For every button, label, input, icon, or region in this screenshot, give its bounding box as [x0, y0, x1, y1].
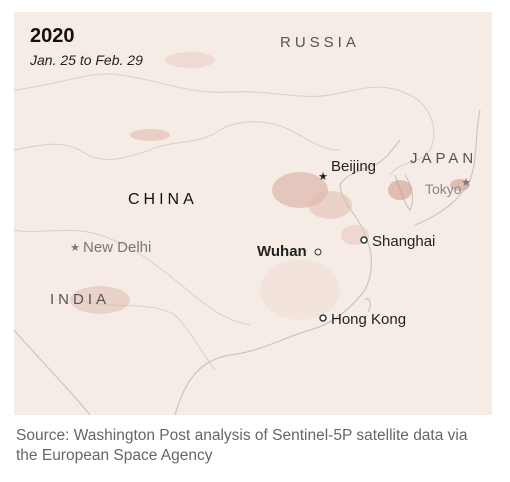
city-marker: [314, 248, 322, 256]
region-label: RUSSIA: [280, 34, 360, 51]
city-label: Tokyo: [425, 181, 462, 197]
source-note: Source: Washington Post analysis of Sent…: [16, 427, 468, 464]
map-title: 2020: [30, 25, 75, 47]
map-subtitle: Jan. 25 to Feb. 29: [29, 52, 143, 68]
city-label: Hong Kong: [331, 311, 406, 328]
city-label: Wuhan: [257, 243, 307, 260]
capital-marker: ★: [318, 171, 328, 183]
region-label: JAPAN: [410, 150, 477, 167]
city-label: Shanghai: [372, 233, 435, 250]
region-label: CHINA: [128, 191, 198, 208]
map: 2020 Jan. 25 to Feb. 29 RUSSIA CHINA JAP…: [13, 12, 492, 416]
capital-marker: ★: [70, 242, 80, 254]
city-label: New Delhi: [83, 239, 151, 256]
map-background: [14, 12, 492, 415]
capital-marker: ★: [461, 177, 471, 189]
city-marker: [360, 236, 368, 244]
city-label: Beijing: [331, 158, 376, 175]
city-marker: [319, 314, 327, 322]
region-label: INDIA: [50, 291, 110, 308]
